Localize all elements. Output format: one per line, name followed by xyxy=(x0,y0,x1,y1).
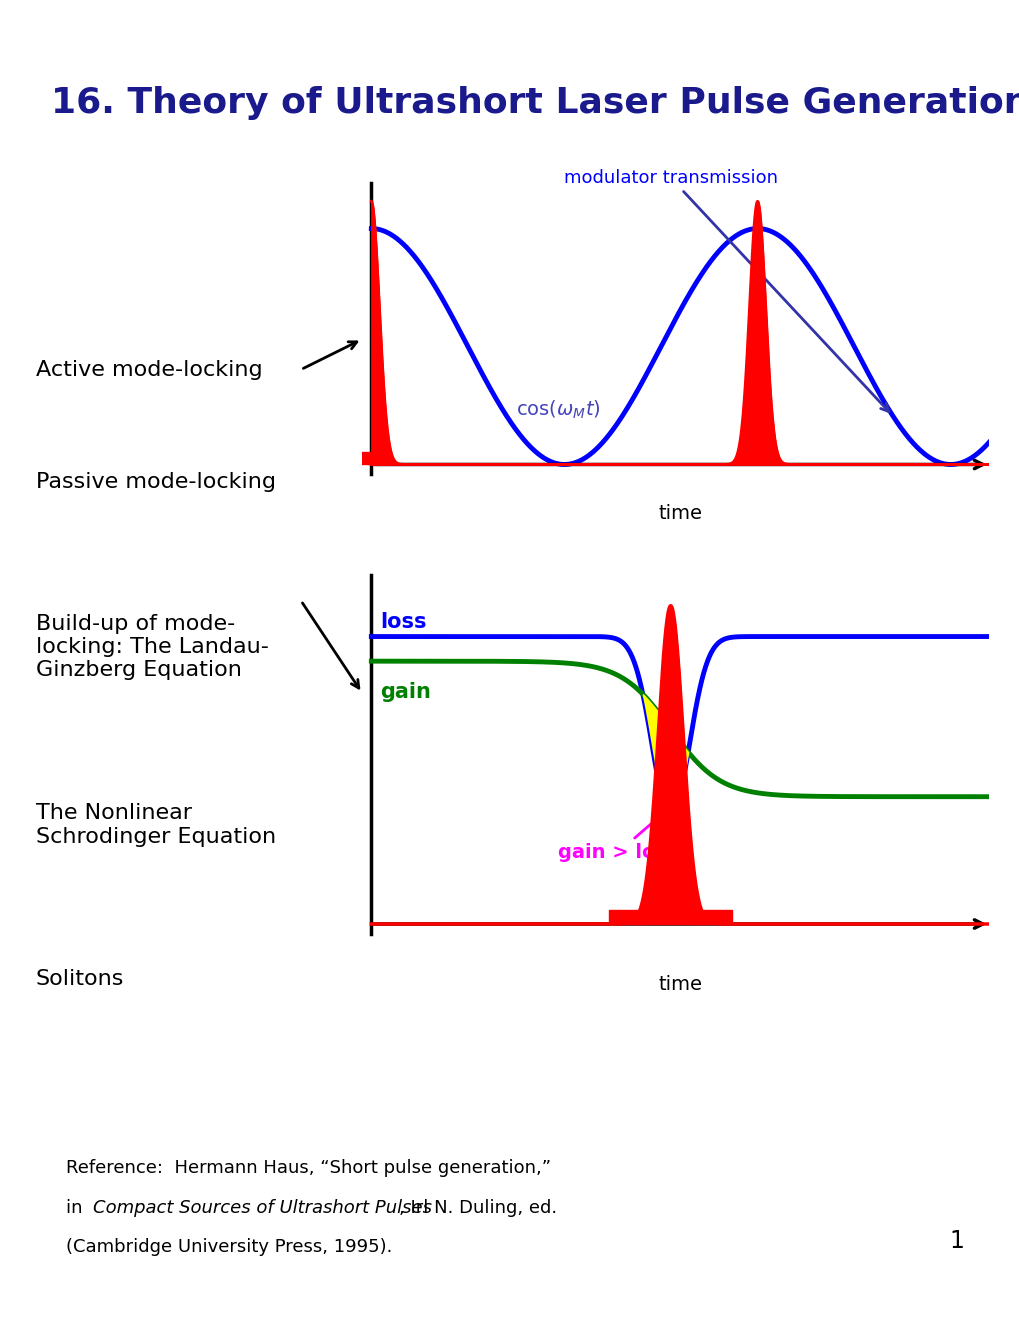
Text: The Nonlinear
Schrodinger Equation: The Nonlinear Schrodinger Equation xyxy=(36,804,275,846)
Text: Active mode-locking: Active mode-locking xyxy=(36,359,262,380)
Text: Build-up of mode-
locking: The Landau-
Ginzberg Equation: Build-up of mode- locking: The Landau- G… xyxy=(36,614,268,680)
Text: Passive mode-locking: Passive mode-locking xyxy=(36,471,275,492)
Text: , Irl N. Duling, ed.: , Irl N. Duling, ed. xyxy=(398,1199,556,1217)
Text: gain: gain xyxy=(380,681,431,702)
Text: (Cambridge University Press, 1995).: (Cambridge University Press, 1995). xyxy=(66,1238,392,1257)
Text: Compact Sources of Ultrashort Pulses: Compact Sources of Ultrashort Pulses xyxy=(93,1199,431,1217)
Text: modulator transmission: modulator transmission xyxy=(564,169,888,412)
Text: Solitons: Solitons xyxy=(36,969,124,990)
Text: in: in xyxy=(66,1199,89,1217)
Text: time: time xyxy=(657,504,702,524)
Text: 1: 1 xyxy=(948,1229,963,1253)
Text: Reference:  Hermann Haus, “Short pulse generation,”: Reference: Hermann Haus, “Short pulse ge… xyxy=(66,1159,551,1177)
Text: $\cos(\omega_M t)$: $\cos(\omega_M t)$ xyxy=(516,399,600,421)
Text: loss: loss xyxy=(380,612,427,632)
Text: time: time xyxy=(657,975,702,994)
Text: 16. Theory of Ultrashort Laser Pulse Generation: 16. Theory of Ultrashort Laser Pulse Gen… xyxy=(51,86,1019,120)
Text: gain > loss: gain > loss xyxy=(557,814,678,862)
